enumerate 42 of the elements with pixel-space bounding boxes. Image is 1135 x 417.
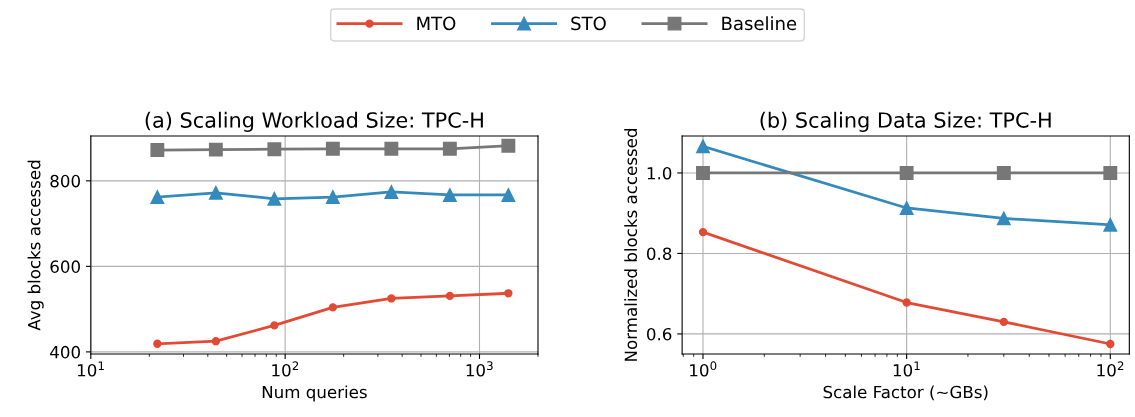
- point: [153, 339, 162, 348]
- point: [267, 191, 282, 206]
- y-tick-label: 1.0: [647, 166, 672, 180]
- point: [328, 303, 338, 312]
- legend-label: Baseline: [722, 16, 797, 31]
- y-tick-label: 800: [50, 174, 80, 188]
- point: [504, 289, 513, 298]
- legend-label: STO: [571, 16, 606, 31]
- x-tick-label: 10$^{0}$: [690, 361, 717, 377]
- y-axis-title: Normalized blocks accessed: [624, 129, 638, 361]
- point: [267, 142, 282, 157]
- point: [325, 190, 340, 205]
- point: [211, 337, 221, 346]
- point: [384, 141, 399, 156]
- point: [384, 185, 399, 199]
- x-tick-label: 10$^{3}$: [466, 361, 493, 377]
- chart-title: (b) Scaling Data Size: TPC-H: [760, 111, 1051, 132]
- point: [442, 141, 457, 156]
- point: [150, 190, 165, 205]
- point: [150, 143, 165, 157]
- y-tick-label: 400: [50, 345, 80, 359]
- point: [208, 142, 223, 157]
- x-tick-label: 10$^{2}$: [272, 361, 299, 377]
- x-tick-label: 10$^{1}$: [893, 361, 920, 377]
- point: [442, 188, 457, 202]
- point: [208, 185, 223, 200]
- y-tick-label: 600: [50, 260, 80, 273]
- point: [445, 291, 455, 301]
- x-axis-title: Num queries: [262, 385, 367, 402]
- y-tick-label: 0.6: [647, 327, 672, 341]
- point: [501, 138, 516, 153]
- x-tick-label: 10$^{2}$: [1097, 361, 1124, 377]
- point: [325, 141, 340, 156]
- x-axis-title: Scale Factor (~GBs): [823, 385, 988, 401]
- point: [270, 321, 279, 330]
- y-axis-title: Avg blocks accessed: [27, 160, 44, 331]
- x-tick-label: 10$^{1}$: [77, 361, 104, 377]
- chart-title: (a) Scaling Workload Size: TPC-H: [145, 111, 483, 132]
- legend-label: MTO: [417, 16, 456, 31]
- point: [501, 188, 516, 202]
- y-tick-label: 0.8: [647, 247, 672, 261]
- point: [387, 294, 396, 303]
